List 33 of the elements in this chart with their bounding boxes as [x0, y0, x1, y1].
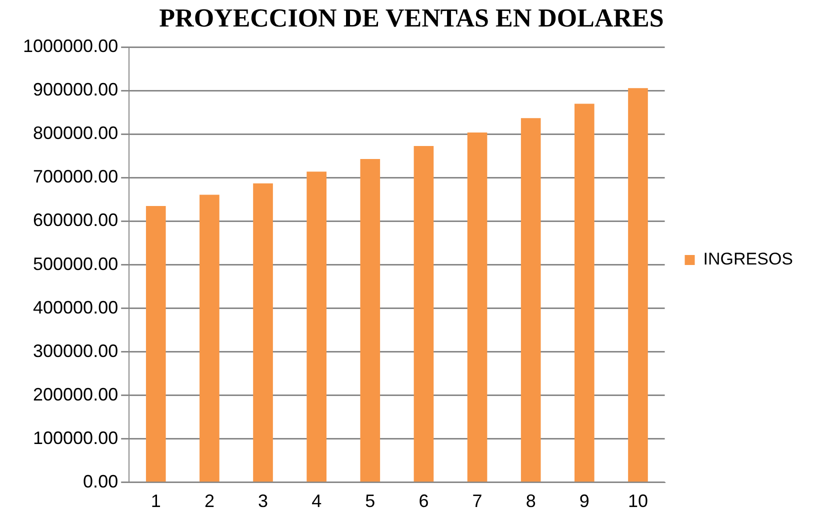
bar	[467, 132, 488, 482]
y-tick-label: 100000.00	[33, 428, 118, 448]
y-tick-label: 1000000.00	[22, 36, 118, 56]
bar	[414, 146, 434, 482]
y-tick-label: 300000.00	[33, 340, 118, 361]
y-tick-label: 900000.00	[33, 80, 118, 100]
y-tick-label: 800000.00	[33, 123, 118, 144]
chart-title: PROYECCION DE VENTAS EN DOLARES	[159, 3, 664, 32]
x-tick-label: 4	[312, 491, 322, 512]
x-tick-label: 1	[150, 491, 161, 512]
bar	[146, 206, 166, 482]
bar	[628, 88, 648, 482]
bar	[253, 183, 273, 482]
y-tick-label: 500000.00	[33, 254, 118, 274]
x-tick-label: 8	[526, 491, 536, 512]
y-tick-label: 0.00	[83, 471, 118, 492]
y-tick-label: 700000.00	[33, 166, 118, 187]
bar	[200, 194, 220, 482]
x-tick-label: 5	[365, 491, 376, 512]
x-tick-label: 7	[472, 491, 482, 512]
bar	[574, 104, 594, 482]
x-tick-label: 6	[418, 491, 429, 512]
bar	[360, 159, 380, 482]
bar	[520, 118, 541, 482]
x-tick-label: 2	[204, 491, 214, 512]
legend-label: INGRESOS	[703, 250, 794, 269]
y-tick-label: 200000.00	[33, 384, 118, 404]
bar	[306, 172, 326, 482]
x-tick-label: 3	[258, 491, 268, 512]
y-tick-label: 600000.00	[33, 210, 118, 230]
x-tick-label: 10	[628, 491, 648, 512]
x-tick-label: 9	[579, 491, 590, 512]
y-tick-label: 400000.00	[33, 297, 118, 318]
